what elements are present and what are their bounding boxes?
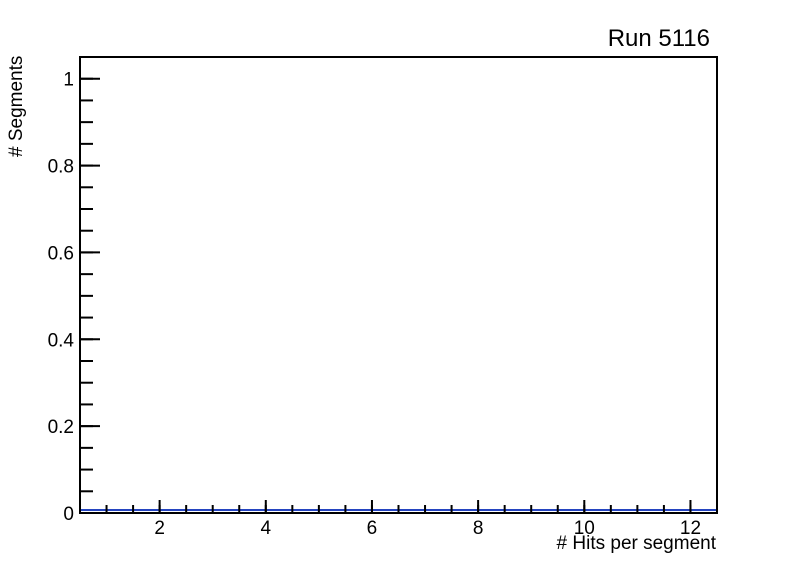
x-tick-label: 6 <box>367 518 378 539</box>
y-tick-label: 0 <box>63 504 74 525</box>
x-tick-label: 2 <box>154 518 165 539</box>
x-axis-title: # Hits per segment <box>557 533 717 554</box>
plot-frame <box>79 56 718 514</box>
y-tick-label: 1 <box>63 70 74 91</box>
x-tick-label: 4 <box>261 518 272 539</box>
y-tick-label: 0.6 <box>48 243 74 264</box>
y-tick-label: 0.4 <box>48 330 75 351</box>
x-tick-label: 8 <box>473 518 484 539</box>
x-tick-label: 12 <box>680 518 701 539</box>
y-tick-label: 0.2 <box>48 417 74 438</box>
axis-ticks-layer: 2 4 6 8 10 12 0 0.2 0.4 0.6 0.8 1 <box>48 56 718 539</box>
x-tick-label: 10 <box>574 518 595 539</box>
y-tick-label: 0.8 <box>48 157 74 178</box>
y-axis-title: # Segments <box>6 56 27 157</box>
plot-title: Run 5116 <box>608 25 710 52</box>
